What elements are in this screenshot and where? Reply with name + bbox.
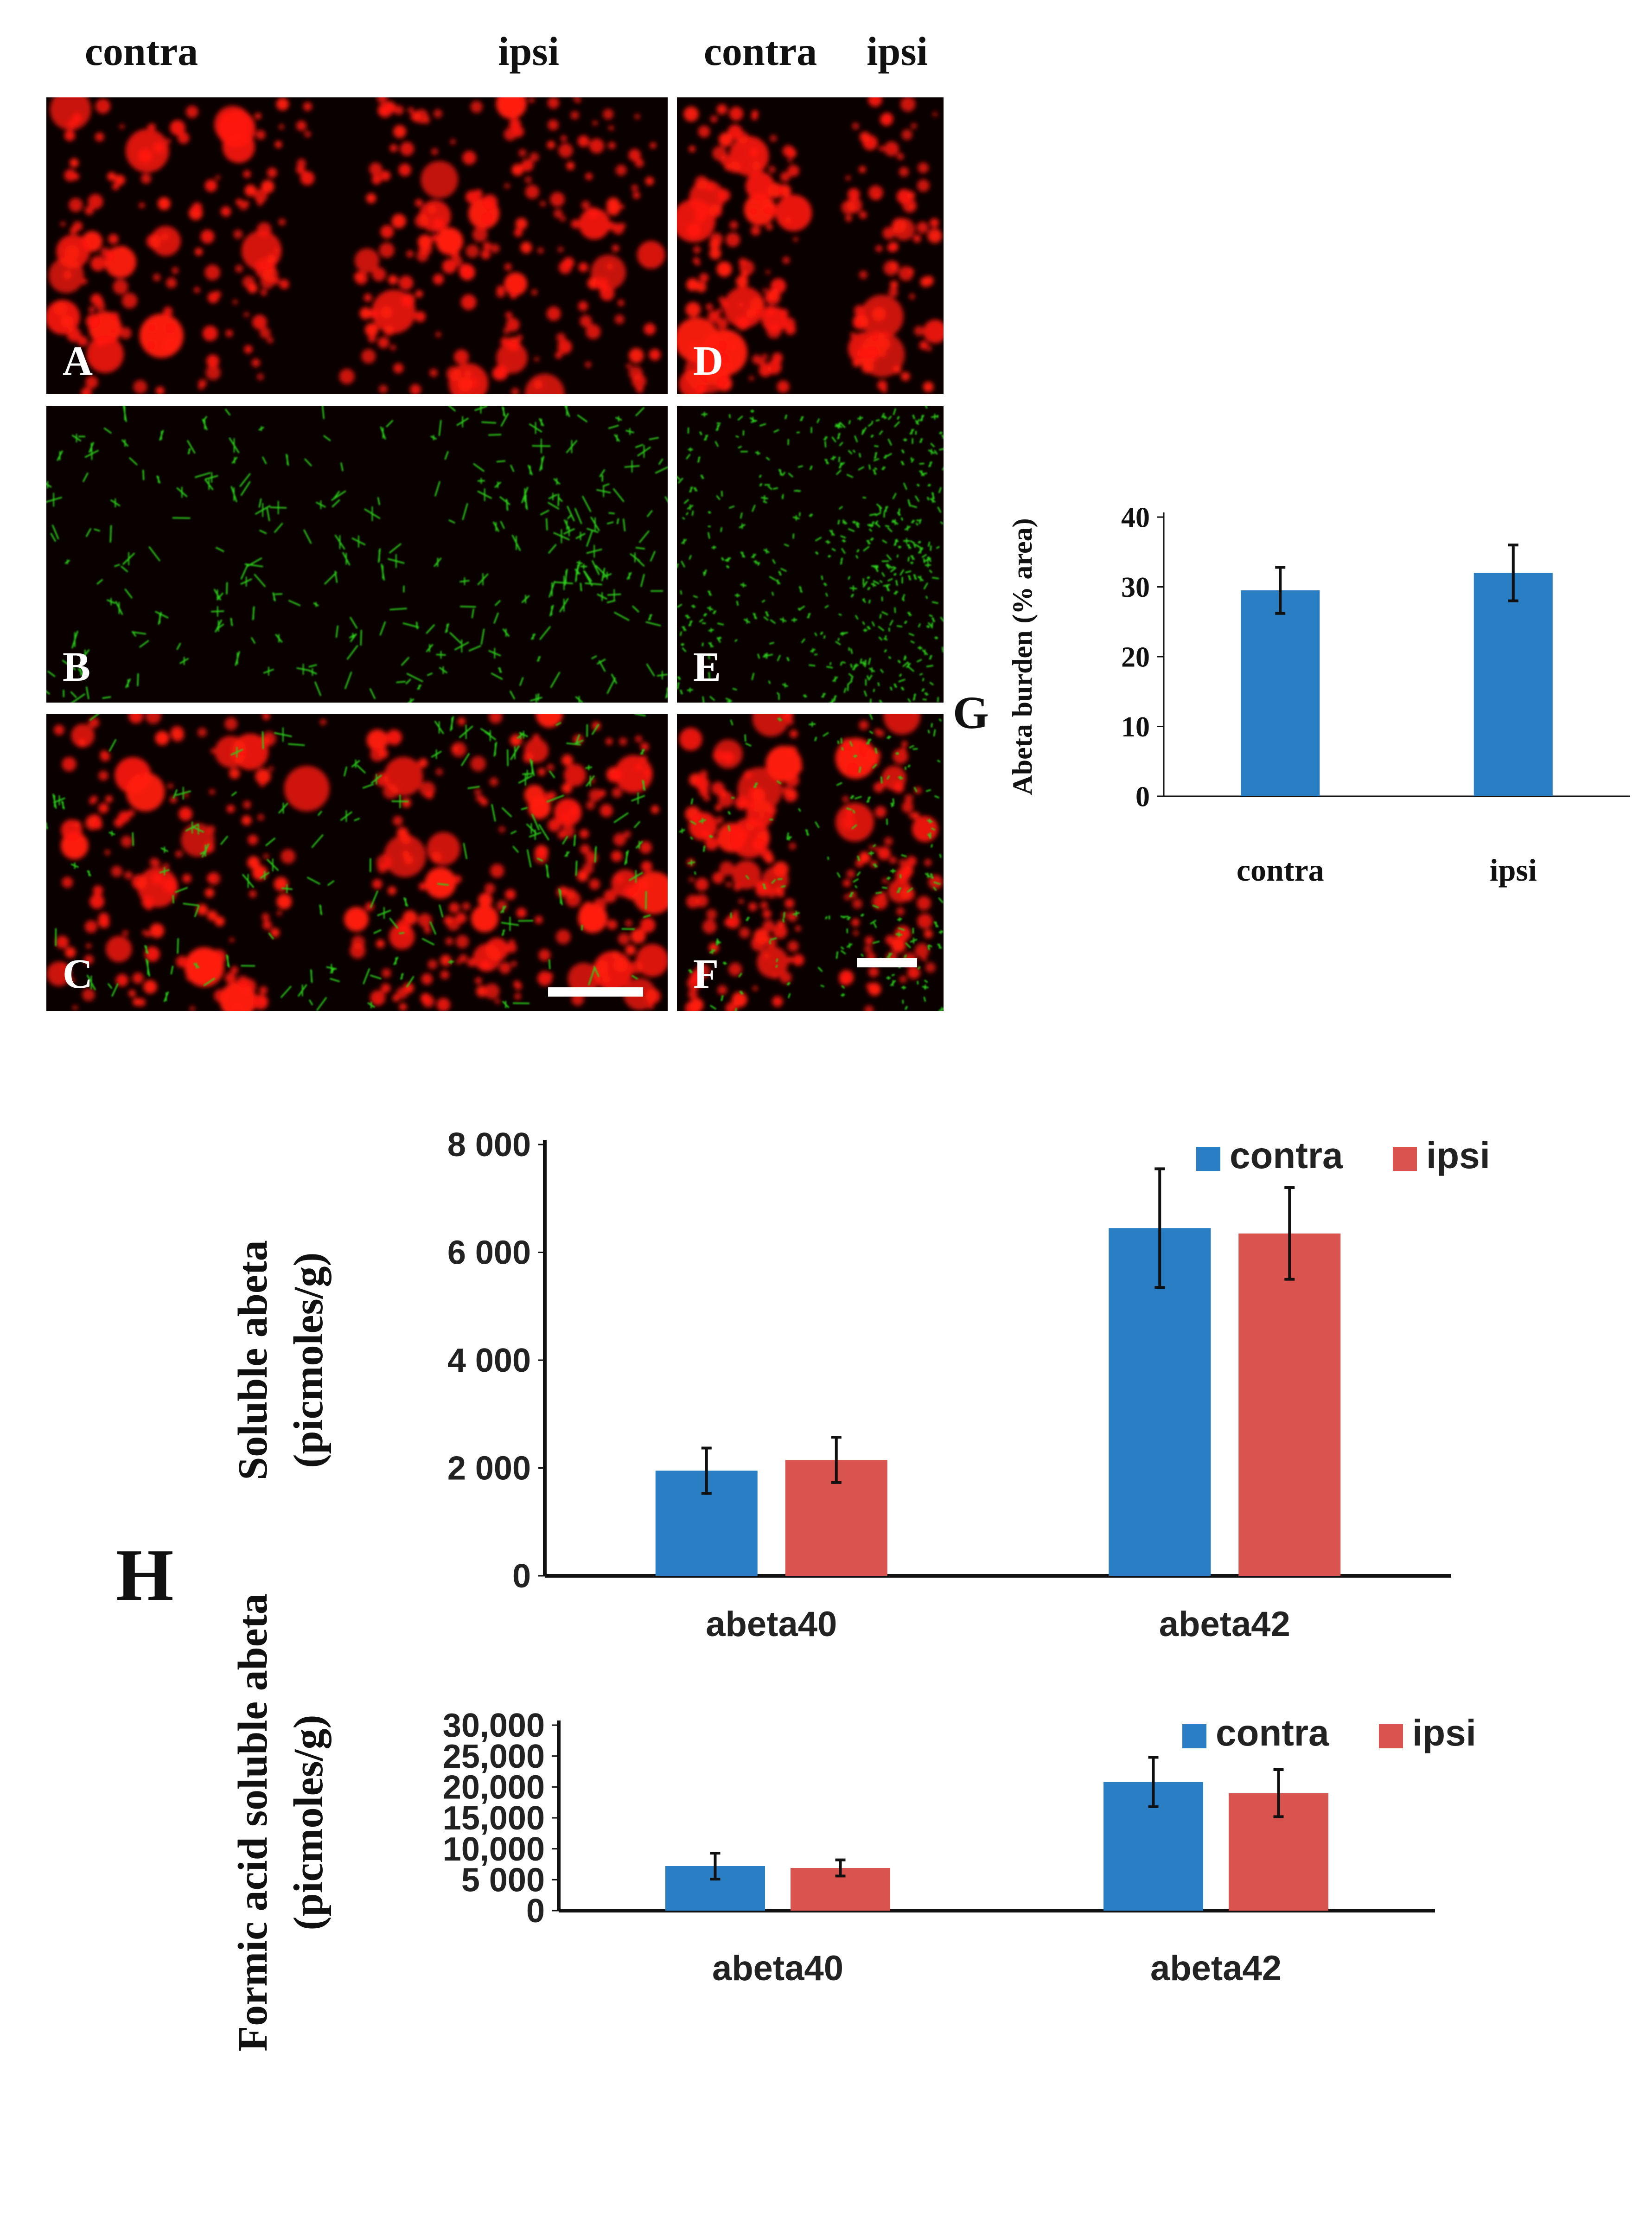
legend-label-ipsi: ipsi (1412, 1712, 1476, 1753)
micrograph-panel-c (46, 714, 668, 1011)
red-stain-layer (46, 714, 668, 1011)
y-tick-label: 0 (1135, 781, 1150, 813)
header-ipsi-right: ipsi (867, 29, 928, 74)
legend: contra ipsi (1182, 1712, 1476, 1753)
panel-letter-g: G (953, 687, 989, 738)
bar-ipsi (1473, 573, 1553, 796)
panel-letter-a: A (63, 338, 93, 384)
y-axis-title: (picmoles/g) (286, 1253, 332, 1468)
error-bar (1154, 1167, 1165, 1289)
error-bar (1275, 566, 1286, 615)
error-bar (831, 1436, 842, 1484)
legend-swatch-contra (1182, 1724, 1206, 1748)
y-axis-title: Soluble abeta (230, 1240, 276, 1480)
micrograph-panel-b (46, 406, 668, 703)
scale-bar-c (548, 987, 643, 997)
y-tick-label: 4 000 (447, 1342, 531, 1379)
red-stain-layer (679, 714, 943, 1011)
bar-contra (1241, 590, 1320, 796)
scale-bar-f (857, 958, 917, 967)
green-stain-layer (677, 406, 944, 703)
y-tick-label: 20 (1121, 642, 1150, 673)
error-bar (835, 1858, 846, 1878)
x-category-label: abeta42 (1159, 1605, 1290, 1644)
header-contra-right: contra (704, 29, 817, 74)
legend-label-ipsi: ipsi (1426, 1135, 1490, 1176)
green-stain-layer (46, 714, 651, 1011)
y-tick-label: 25,000 (443, 1738, 545, 1775)
green-stain-layer (46, 406, 668, 703)
y-tick-label: 10 (1121, 711, 1150, 743)
panel-letter-e: E (693, 644, 721, 690)
micrograph-background (677, 406, 944, 703)
panel-letter-d: D (693, 338, 723, 384)
legend-label-contra: contra (1216, 1712, 1329, 1753)
legend-swatch-ipsi (1379, 1724, 1403, 1748)
panel-letter-c: C (63, 951, 93, 997)
x-category-label: abeta40 (706, 1605, 837, 1644)
micrograph-panel-d (677, 97, 944, 394)
panel-letter-f: F (693, 951, 719, 997)
bar-abeta42-ipsi (1238, 1233, 1341, 1576)
y-axis-title: Formic acid soluble abeta (230, 1593, 276, 2051)
chart-abeta-burden: 0 10 20 30 40 contra ipsi Abeta burden (% area) (1007, 502, 1630, 888)
micrograph-panel-a (46, 97, 668, 394)
panel-letter-h: H (116, 1534, 173, 1616)
y-axis-title: (picmoles/g) (286, 1715, 332, 1931)
y-tick-label: 30 (1121, 572, 1150, 603)
legend-swatch-contra (1196, 1147, 1220, 1171)
panel-letter-b: B (63, 644, 90, 690)
header-contra-left: contra (85, 29, 198, 74)
y-tick-label: 40 (1121, 502, 1150, 534)
chart-soluble-abeta: 0 2 000 4 000 6 000 8 000 abeta40 abeta42 Solub… (230, 1126, 1490, 1644)
error-bar (710, 1852, 721, 1880)
error-bar (701, 1446, 712, 1495)
y-tick-label: 10,000 (443, 1831, 545, 1868)
micrograph-background (46, 406, 668, 703)
x-category-label: ipsi (1490, 852, 1537, 888)
x-category-label: abeta40 (712, 1949, 843, 1988)
micrograph-panel-e (677, 406, 944, 703)
y-tick-label: 2 000 (447, 1450, 531, 1487)
y-tick-label: 15,000 (443, 1800, 545, 1837)
red-stain-layer (677, 97, 944, 394)
y-tick-label: 30,000 (443, 1707, 545, 1744)
y-tick-label: 5 000 (461, 1862, 545, 1899)
y-axis-title: Abeta burden (% area) (1007, 518, 1038, 795)
error-bar (1273, 1768, 1284, 1818)
y-tick-label: 8 000 (447, 1126, 531, 1164)
error-bar (1284, 1186, 1295, 1281)
error-bar (1508, 544, 1518, 602)
y-tick-label: 6 000 (447, 1234, 531, 1272)
legend: contra ipsi (1196, 1135, 1490, 1176)
header-ipsi-left: ipsi (498, 29, 559, 74)
red-stain-layer (46, 97, 665, 394)
y-tick-label: 0 (526, 1893, 545, 1930)
error-bar (1148, 1756, 1159, 1808)
x-category-label: contra (1237, 852, 1324, 888)
y-tick-label: 20,000 (443, 1769, 545, 1806)
y-tick-label: 0 (512, 1558, 531, 1595)
x-category-label: abeta42 (1150, 1949, 1282, 1988)
legend-label-contra: contra (1230, 1135, 1343, 1176)
legend-swatch-ipsi (1393, 1147, 1417, 1171)
